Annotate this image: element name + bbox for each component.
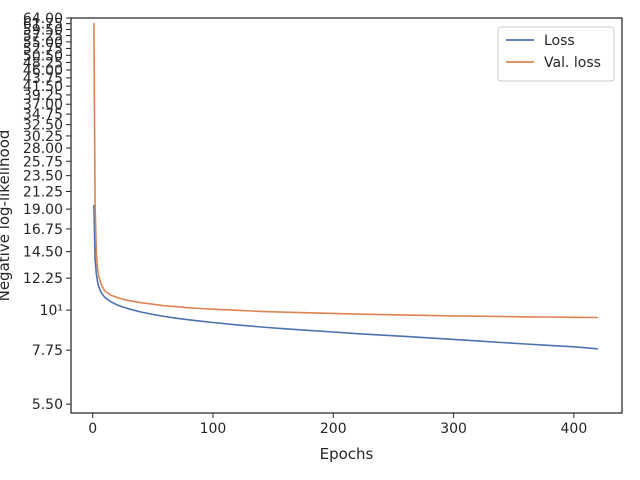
y-tick-label: 14.50 [23, 245, 63, 261]
series-layer [93, 22, 598, 350]
y-tick-label: 21.25 [23, 184, 63, 200]
y-tick-label: 34.75 [23, 107, 63, 123]
x-ticks: 0 100 200 300 400 [88, 413, 587, 437]
series-line-1 [93, 204, 598, 350]
legend-label-2: Val. loss [544, 55, 601, 71]
y-axis-label: Negative log-likelihood [0, 130, 13, 302]
y-tick-label: 43.75 [23, 71, 63, 87]
series-line-2 [93, 22, 598, 319]
y-tick-label: 37.00 [23, 97, 63, 113]
y-tick-label: 46.00 [23, 63, 63, 79]
y-ticks: 5.50 7.75 10¹ 12.25 14.50 16.75 19.00 21.2523.5… [23, 11, 71, 413]
y-tick-label: 50.50 [23, 48, 63, 64]
y-tick-label: 57.25 [23, 29, 63, 45]
y-tick-label: 5.50 [32, 397, 63, 413]
x-tick-label: 300 [440, 421, 467, 437]
x-tick-label: 100 [200, 421, 227, 437]
y-tick-label: 12.25 [23, 271, 63, 287]
y-tick-label: 59.50 [23, 22, 63, 38]
y-tick-label: 41.50 [23, 79, 63, 95]
y-tick-label: 61.75 [23, 17, 63, 33]
y-tick-label: 55.00 [23, 35, 63, 51]
y-tick-label: 25.75 [23, 154, 63, 170]
y-tick-label: 16.75 [23, 222, 63, 238]
plot-frame [70, 17, 623, 414]
y-tick-label: 10¹ [40, 303, 63, 319]
legend-label-1: Loss [544, 33, 575, 49]
y-tick-label: 48.25 [23, 55, 63, 71]
y-tick-label: 32.50 [23, 118, 63, 134]
y-tick-label: 30.25 [23, 129, 63, 145]
x-tick-label: 400 [561, 421, 588, 437]
x-tick-label: 0 [88, 421, 97, 437]
y-tick-label: 39.25 [23, 88, 63, 104]
x-axis-label: Epochs [320, 445, 374, 463]
y-tick-label: 52.75 [23, 41, 63, 57]
y-tick-label: 7.75 [32, 343, 63, 359]
y-tick-label: 64.00 [23, 11, 63, 27]
y-tick-label: 23.50 [23, 169, 63, 185]
x-tick-label: 200 [320, 421, 347, 437]
y-tick-label: 28.00 [23, 141, 63, 157]
legend: Loss Val. loss [497, 26, 615, 82]
y-tick-label: 19.00 [23, 202, 63, 218]
